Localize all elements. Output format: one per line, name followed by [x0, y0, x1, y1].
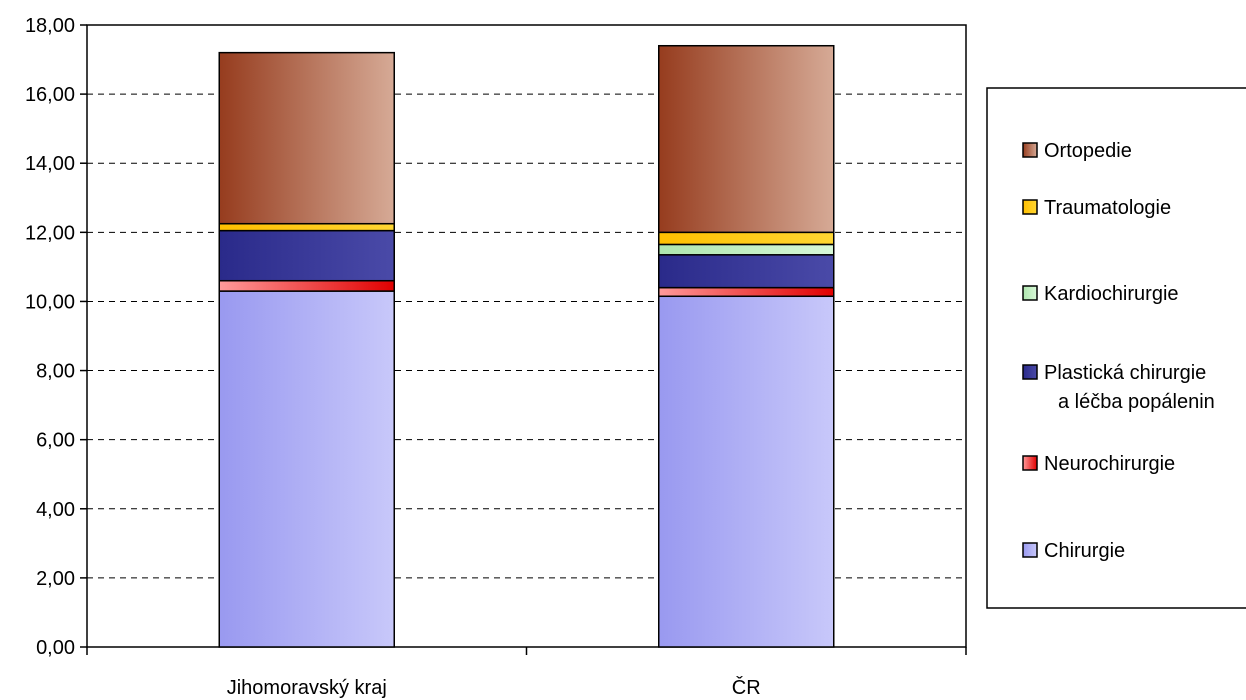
legend-label: Ortopedie — [1044, 140, 1132, 162]
legend-label: a léčba popálenin — [1058, 391, 1215, 413]
legend-label: Plastická chirurgie — [1044, 362, 1206, 384]
y-tick-label: 8,00 — [36, 361, 75, 383]
x-category-label: Jihomoravský kraj — [227, 677, 387, 699]
legend-swatch — [1022, 455, 1038, 471]
x-category-label: ČR — [732, 676, 761, 699]
legend-label: Neurochirurgie — [1044, 453, 1175, 475]
bar-segment-ortopedie — [658, 44, 835, 234]
y-tick-label: 6,00 — [36, 430, 75, 452]
y-tick-label: 16,00 — [25, 84, 75, 106]
bar-segment-neurochirurgie — [218, 279, 395, 292]
bar-segment-chirurgie — [658, 295, 835, 648]
y-tick-label: 4,00 — [36, 499, 75, 521]
bars — [218, 44, 835, 648]
bar-segment-traumatologie — [218, 222, 395, 232]
y-tick-label: 12,00 — [25, 222, 75, 244]
y-tick-label: 14,00 — [25, 153, 75, 175]
legend-swatch — [1022, 542, 1038, 558]
legend-swatch — [1022, 142, 1038, 158]
bar-segment-plastick-chirurgie-a-l-ba-pop-lenin — [218, 229, 395, 282]
bar-segment-chirurgie — [218, 290, 395, 648]
y-tick-label: 10,00 — [25, 291, 75, 313]
legend: Ortopedie Traumatologie Kardiochirurgie Pla… — [986, 87, 1246, 609]
y-tick-label: 2,00 — [36, 568, 75, 590]
bar-segment-neurochirurgie — [658, 286, 835, 298]
legend-swatch — [1022, 285, 1038, 301]
y-tick-label: 0,00 — [36, 637, 75, 659]
legend-swatch — [1022, 364, 1038, 380]
legend-label: Traumatologie — [1044, 197, 1171, 219]
bar-segment-ortopedie — [218, 51, 395, 225]
bar-segment-traumatologie — [658, 231, 835, 246]
legend-label: Kardiochirurgie — [1044, 283, 1179, 305]
bar-segment-kardiochirurgie — [658, 243, 835, 256]
bar-segment-plastick-chirurgie-a-l-ba-pop-lenin — [658, 254, 835, 289]
legend-frame — [986, 87, 1246, 609]
axes: 0,00 2,00 4,00 6,00 8,00 10,00 12,00 14,00 16,00… — [25, 15, 967, 699]
legend-label: Chirurgie — [1044, 540, 1125, 562]
y-tick-label: 18,00 — [25, 15, 75, 37]
legend-swatch — [1022, 199, 1038, 215]
